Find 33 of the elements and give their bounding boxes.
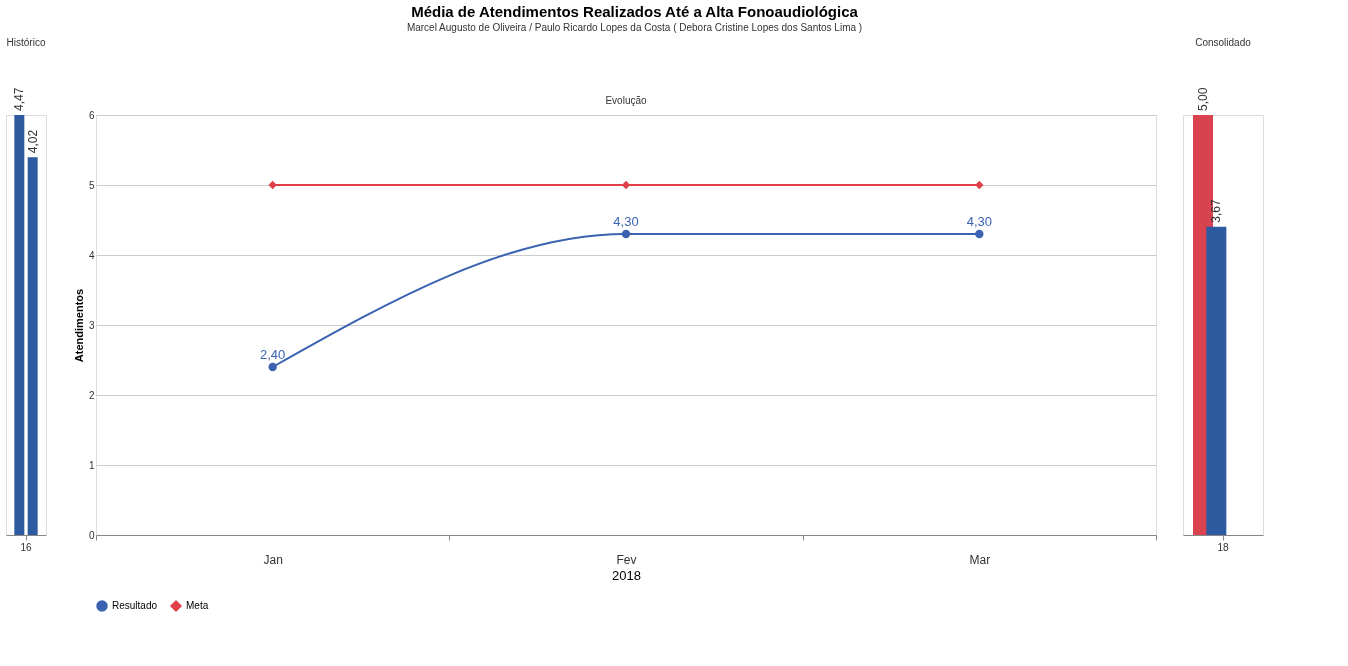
chart-subtitle: Marcel Augusto de Oliveira / Paulo Ricardo Lopes da Costa ( Debora Cristine Lopes dos Santos Lima ) [406, 22, 863, 34]
y-tick-label: 6 [88, 109, 95, 121]
data-label: 5,00 [1196, 87, 1210, 111]
chart-title: Histórico [6, 36, 46, 48]
x-tick-label: Mar [969, 552, 991, 567]
point [975, 180, 984, 190]
data-label: 4,30 [613, 214, 639, 229]
data-label: 4,02 [25, 129, 40, 154]
y-tick-label: 0 [88, 529, 95, 541]
y-tick-label: 4 [88, 249, 95, 261]
legend-label: Resultado [112, 600, 158, 611]
y-tick-label: 3 [88, 319, 95, 331]
x-tick-label: 16 [20, 541, 32, 553]
chart-title: Consolidado [1195, 36, 1252, 48]
data-label: 4,30 [966, 214, 992, 229]
y-tick-label: 2 [88, 389, 95, 401]
point [268, 180, 277, 190]
y-axis-title: Atendimentos [72, 288, 85, 363]
text: Evolução [605, 95, 648, 106]
point [975, 229, 984, 239]
chart-title: Média de Atendimentos Realizados Até a Alta Fonoaudiológica [411, 3, 859, 21]
point [268, 362, 277, 372]
data-label: 2,40 [260, 347, 286, 362]
data-label: 3,67 [1209, 199, 1224, 223]
x-axis-title: 2018 [612, 567, 641, 583]
y-tick-label: 5 [88, 179, 95, 191]
y-tick-label: 1 [88, 459, 95, 471]
data-label: 4,47 [12, 87, 27, 111]
legend-label: Meta [186, 600, 209, 611]
point [621, 229, 631, 239]
x-tick-label: Jan [263, 552, 283, 567]
x-tick-label: 18 [1217, 541, 1229, 553]
x-tick-label: Fev [616, 552, 637, 567]
